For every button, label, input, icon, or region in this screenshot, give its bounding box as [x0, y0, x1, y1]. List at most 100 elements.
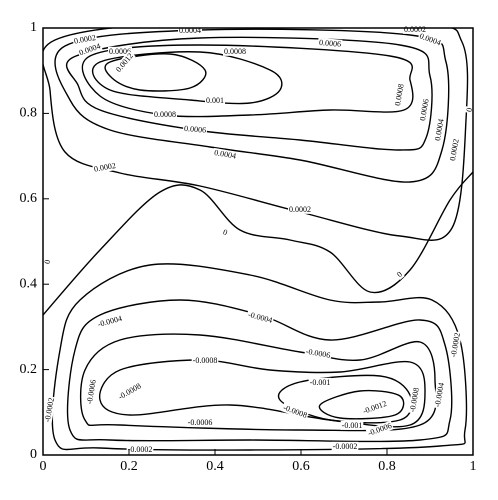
label-bg [288, 204, 312, 214]
label-bg [42, 258, 53, 266]
label-bg [246, 309, 275, 326]
contour-label: -0.0006 [85, 379, 98, 405]
contour-label: 0.0008 [154, 110, 176, 119]
contour-label: -0.0012 [362, 399, 388, 416]
label-bg [42, 395, 57, 424]
contour-label: 0 [465, 107, 475, 113]
contour-label: 0.0006 [184, 124, 207, 135]
contour-label: -0.0008 [117, 381, 143, 401]
contour-label: -0.0008 [193, 356, 218, 365]
label-bg [365, 420, 394, 439]
contour-line [43, 28, 469, 241]
contour-label: -0.0002 [449, 332, 462, 358]
label-bg [108, 46, 132, 56]
contour-label: 0.0006 [418, 98, 431, 121]
x-tick-label: 0.6 [292, 459, 310, 474]
y-tick-label: 0.4 [20, 276, 38, 291]
contour-line [43, 171, 473, 316]
contour-label: -0.0006 [305, 347, 331, 360]
label-bg [281, 402, 310, 421]
contours [43, 28, 473, 451]
label-bg [308, 377, 332, 387]
label-bg [178, 25, 202, 35]
label-bg [186, 417, 214, 427]
contour-line [318, 389, 405, 420]
contour-label: 0.0008 [224, 47, 246, 56]
label-bg [113, 50, 136, 75]
label-bg [95, 313, 124, 330]
x-tick-label: 0.2 [120, 459, 138, 474]
contour-label: 0.0002 [289, 205, 311, 214]
label-bg [403, 24, 427, 34]
label-bg [182, 123, 208, 135]
label-bg [84, 377, 99, 406]
contour-label: -0.0004 [247, 310, 273, 325]
contour-label: 0.0002 [73, 33, 96, 46]
contour-label: 0.0002 [93, 161, 116, 174]
contour-label: 0.0002 [404, 25, 426, 34]
label-bg [212, 147, 238, 161]
contour-label: 0.0002 [448, 138, 461, 161]
contour-label: 0.0006 [109, 47, 131, 56]
contour-label: 0 [222, 227, 229, 237]
x-tick-label: 0 [40, 459, 47, 474]
contour-line [104, 53, 207, 92]
y-tick-label: 0 [30, 447, 37, 462]
label-bg [407, 385, 422, 414]
label-bg [447, 137, 461, 163]
contour-label: -0.0002 [43, 397, 56, 423]
contour-label: 0.001 [206, 96, 224, 105]
contour-label: 0.0004 [213, 148, 236, 161]
contour-line [79, 333, 437, 432]
y-tick-label: 0.6 [20, 191, 38, 206]
label-bg [392, 82, 406, 108]
contour-label: -0.0004 [97, 314, 123, 329]
x-tick-label: 0.4 [206, 459, 224, 474]
plot-frame [42, 27, 474, 456]
contour-label: 0 [43, 259, 53, 265]
label-bg [153, 109, 177, 119]
label-bg [72, 32, 98, 46]
contour-line [54, 28, 450, 183]
contour-label: -0.0006 [188, 418, 213, 427]
label-bg [205, 95, 225, 105]
y-tick-label: 0.8 [20, 106, 38, 121]
contour-label: 0.0004 [433, 118, 446, 141]
contour-line [99, 359, 426, 428]
contour-label: -0.0004 [433, 382, 446, 408]
contour-label: -0.001 [342, 421, 363, 430]
contour-label: -0.0008 [408, 387, 421, 413]
contour-line [66, 299, 453, 443]
x-tick-label: 0.8 [378, 459, 396, 474]
label-bg [464, 106, 475, 114]
x-tick-label: 1 [470, 459, 477, 474]
contour-label: -0.001 [310, 378, 331, 387]
y-tick-label: 1 [30, 20, 37, 35]
label-bg [340, 420, 364, 430]
contour-line [91, 51, 283, 105]
contour-line [65, 36, 433, 151]
contour-label: -0.0008 [282, 403, 308, 420]
label-bg [317, 37, 343, 49]
label-bg [126, 444, 154, 454]
label-bg [92, 160, 118, 174]
contour-label: -0.0002 [128, 445, 153, 454]
label-bg [223, 46, 247, 56]
y-tick-label: 0.2 [20, 362, 38, 377]
contour-label: 0.0008 [393, 83, 406, 106]
label-bg [76, 41, 103, 58]
contour-line [51, 263, 468, 451]
contour-label: 0.0004 [418, 31, 442, 47]
contour-label: -0.0002 [333, 442, 358, 451]
label-bg [417, 31, 444, 48]
contour-label: 0.0004 [179, 26, 201, 35]
label-bg [394, 269, 405, 280]
contour-label: 0 [395, 270, 404, 279]
label-bg [360, 398, 389, 417]
label-bg [448, 330, 463, 359]
label-bg [417, 97, 431, 123]
label-bg [115, 380, 144, 402]
label-bg [331, 441, 359, 451]
contour-label: 0.0006 [319, 38, 342, 49]
contour-line [277, 374, 413, 424]
